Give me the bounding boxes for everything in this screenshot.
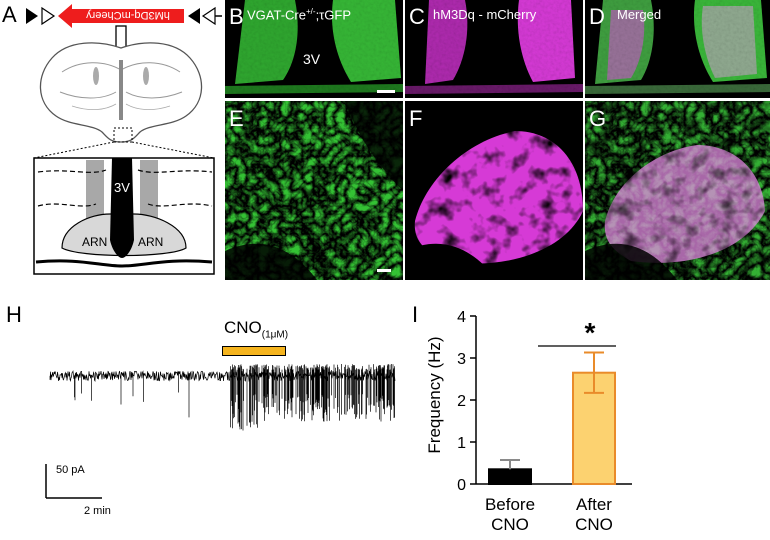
- micrograph-c-mcherry: hM3Dq - mCherry: [405, 0, 583, 98]
- micrograph-g-merged-zoom: [585, 101, 770, 280]
- ventricle-label-b: 3V: [303, 51, 321, 67]
- panel-label-c: C: [409, 4, 425, 29]
- micrograph-d-merged: Merged: [585, 0, 770, 98]
- micrograph-e-gfp-zoom: [225, 101, 403, 280]
- panel-b-title: VGAT-Cre+/-;τGFP: [247, 7, 352, 23]
- construct-loxp-left-filled: [26, 8, 38, 24]
- x-tick-label-1-0: After: [576, 495, 612, 514]
- panel-label-h: H: [6, 302, 22, 327]
- x-tick-label-0-0: Before: [485, 495, 535, 514]
- panel-label-a: A: [2, 2, 17, 27]
- bar-before: [488, 468, 532, 486]
- electrophysiology-trace: [49, 364, 396, 431]
- y-tick-label-3: 3: [457, 351, 466, 368]
- x-tick-label-0-1: CNO: [491, 515, 529, 534]
- trace-signal: [49, 364, 396, 431]
- arn-right-label: ARN: [138, 235, 163, 249]
- cno-application-bar: [222, 346, 286, 356]
- zoom-cannula-left: [86, 160, 104, 232]
- y-axis-label: Frequency (Hz): [425, 336, 444, 453]
- panel-label-i: I: [412, 302, 419, 327]
- y-tick-label-2: 2: [457, 393, 466, 410]
- panel-label-g: G: [589, 106, 607, 131]
- scale-bars-h: [45, 464, 102, 499]
- construct-loxp-left-open: [41, 6, 56, 26]
- arn-left-label: ARN: [82, 235, 107, 249]
- y-tick-label-1: 1: [457, 435, 466, 452]
- construct-red-arrow: [58, 4, 184, 28]
- roi-box: [113, 127, 133, 143]
- construct-loxp-right-open: [201, 6, 216, 26]
- panel-d-title: Merged: [617, 7, 662, 22]
- panel-label-b: B: [229, 4, 244, 29]
- scale-x-label: 2 min: [84, 505, 111, 517]
- construct-label: hM3Dq-mCheery: [86, 9, 170, 21]
- zoom-3v-label: 3V: [114, 180, 130, 195]
- construct-loxp-right-filled: [188, 8, 200, 24]
- micrograph-b-gfp: VGAT-Cre+/-;τGFP 3V: [225, 0, 403, 98]
- panel-label-f: F: [409, 106, 423, 131]
- panel-a-schematic: hM3Dq-mCheery 3V ARN ARN: [26, 4, 222, 275]
- third-ventricle: [110, 158, 134, 258]
- panel-label-e: E: [229, 106, 244, 131]
- micrograph-f-mcherry-zoom: [405, 101, 583, 280]
- significance-star: *: [585, 317, 596, 348]
- scale-bar-b: [377, 90, 395, 93]
- panel-label-d: D: [589, 4, 605, 29]
- cno-label: CNO(1μM): [224, 318, 289, 341]
- y-tick-label-0: 0: [457, 477, 466, 494]
- y-tick-label-4: 4: [457, 309, 466, 326]
- scale-bar-e: [377, 269, 391, 272]
- scale-y-label: 50 pA: [56, 464, 85, 476]
- panel-c-title: hM3Dq - mCherry: [433, 7, 537, 22]
- x-tick-label-1-1: CNO: [575, 515, 613, 534]
- zoom-cannula-right: [140, 160, 158, 232]
